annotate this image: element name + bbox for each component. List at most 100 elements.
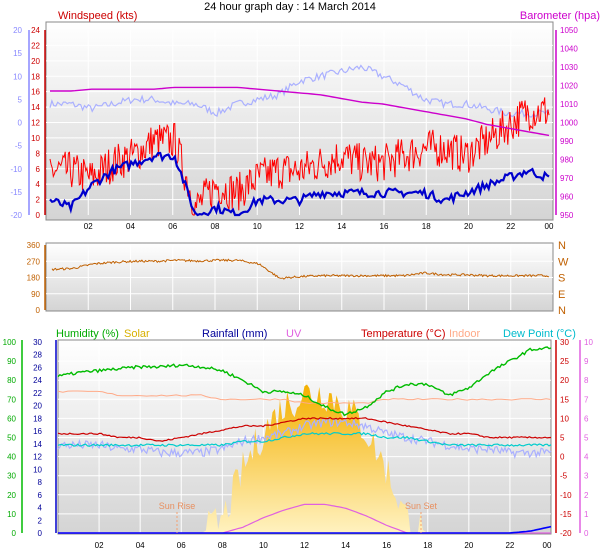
outer-tick-label: 10 [13,72,22,81]
temperature-tick-label: -15 [560,510,572,519]
barometer-tick-label: 1050 [560,26,578,35]
barometer-tick-label: 1030 [560,63,578,72]
compass-label: N [558,240,566,252]
barometer-tick-label: 960 [560,193,574,202]
conditions-x-tick-label: 12 [300,541,309,550]
temperature-tick-label: 30 [560,338,569,347]
uv-tick-label: 3 [584,472,589,481]
direction-tick-label: 0 [36,306,41,315]
temperature-tick-label: 15 [560,395,569,404]
wind-x-tick-label: 00 [545,222,554,231]
humidity-line [57,346,552,417]
humidity-tick-label: 0 [12,529,17,538]
rainfall-tick-label: 12 [33,453,42,462]
wind-panel-grid [46,30,553,215]
humidity-tick-label: 50 [7,434,16,443]
outer-tick-label: 15 [13,49,22,58]
uv-tick-label: 5 [584,434,589,443]
direction-tick-label: 90 [31,290,40,299]
outer-tick-label: -5 [15,142,23,151]
temperature-tick-label: -20 [560,529,572,538]
barometer-tick-label: 990 [560,137,574,146]
sunset-label: Sun Set [405,501,438,511]
barometer-tick-label: 950 [560,211,574,220]
rainfall-label: Rainfall (mm) [202,328,267,340]
humidity-tick-label: 80 [7,376,16,385]
indoor-temperature-line [57,390,552,405]
temperature-tick-label: 10 [560,414,569,423]
windspeed-line [49,97,550,216]
conditions-x-tick-label: 02 [95,541,104,550]
rainfall-tick-label: 20 [33,402,42,411]
temperature-tick-label: 25 [560,357,569,366]
wind-x-tick-label: 02 [84,222,93,231]
compass-label: W [558,256,569,268]
outer-tick-label: -20 [10,211,22,220]
humidity-tick-label: 60 [7,414,16,423]
wind-direction-line [51,258,550,280]
uv-tick-label: 7 [584,395,589,404]
compass-label: N [558,305,566,317]
windspeed-tick-label: 24 [31,26,40,35]
chart-title: 24 hour graph day : 14 March 2014 [204,1,376,13]
temperature-tick-label: 5 [560,434,565,443]
rainfall-tick-label: 28 [33,351,42,360]
temperature-label: Temperature (°C) [361,328,445,340]
windspeed-tick-label: 20 [31,57,40,66]
outer-tick-label: 5 [18,95,23,104]
windspeed-average-line [49,151,550,217]
windspeed-tick-label: 12 [31,119,40,128]
rainfall-tick-label: 18 [33,414,42,423]
conditions-x-tick-label: 10 [259,541,268,550]
humidity-tick-label: 100 [3,338,17,347]
conditions-x-tick-label: 18 [423,541,432,550]
windspeed-tick-label: 10 [31,134,40,143]
temperature-line [57,416,552,442]
rainfall-tick-label: 10 [33,465,42,474]
rainfall-tick-label: 0 [38,529,43,538]
humidity-label: Humidity (%) [56,328,119,340]
conditions-x-tick-label: 06 [177,541,186,550]
wind-x-tick-label: 18 [422,222,431,231]
wind-x-tick-label: 08 [211,222,220,231]
windspeed-tick-label: 14 [31,103,40,112]
outer-tick-label: 20 [13,26,22,35]
uv-tick-label: 0 [584,529,589,538]
humidity-tick-label: 70 [7,395,16,404]
dewpoint-line [57,431,552,448]
sunrise-label: Sun Rise [159,501,196,511]
windspeed-tick-label: 8 [36,149,41,158]
wind-x-tick-label: 14 [337,222,346,231]
wind-x-tick-label: 04 [126,222,135,231]
uv-label: UV [286,328,302,340]
barometer-tick-label: 1040 [560,45,578,54]
barometer-tick-label: 980 [560,156,574,165]
temperature-tick-label: 0 [560,453,565,462]
conditions-x-tick-label: 00 [543,541,552,550]
conditions-x-tick-label: 04 [136,541,145,550]
barometer-tick-label: 970 [560,174,574,183]
wind-x-tick-label: 22 [506,222,515,231]
indoor-label: Indoor [449,328,481,340]
rainfall-tick-label: 26 [33,363,42,372]
uv-tick-label: 2 [584,491,589,500]
compass-label: E [558,289,565,301]
temperature-tick-label: 20 [560,376,569,385]
rainfall-tick-label: 24 [33,376,42,385]
rainfall-tick-label: 30 [33,338,42,347]
direction-tick-label: 270 [27,257,41,266]
windspeed-axis-label: Windspeed (kts) [58,10,137,22]
temperature-overlay-line [57,417,552,460]
temperature-tick-label: -10 [560,491,572,500]
windspeed-tick-label: 4 [36,180,41,189]
windspeed-tick-label: 16 [31,88,40,97]
conditions-x-tick-label: 14 [341,541,350,550]
windspeed-tick-label: 0 [36,211,41,220]
windspeed-tick-label: 18 [31,72,40,81]
rainfall-tick-label: 4 [38,504,43,513]
humidity-tick-label: 90 [7,357,16,366]
rainfall-tick-label: 14 [33,440,42,449]
conditions-x-tick-label: 22 [505,541,514,550]
conditions-x-tick-label: 20 [464,541,473,550]
